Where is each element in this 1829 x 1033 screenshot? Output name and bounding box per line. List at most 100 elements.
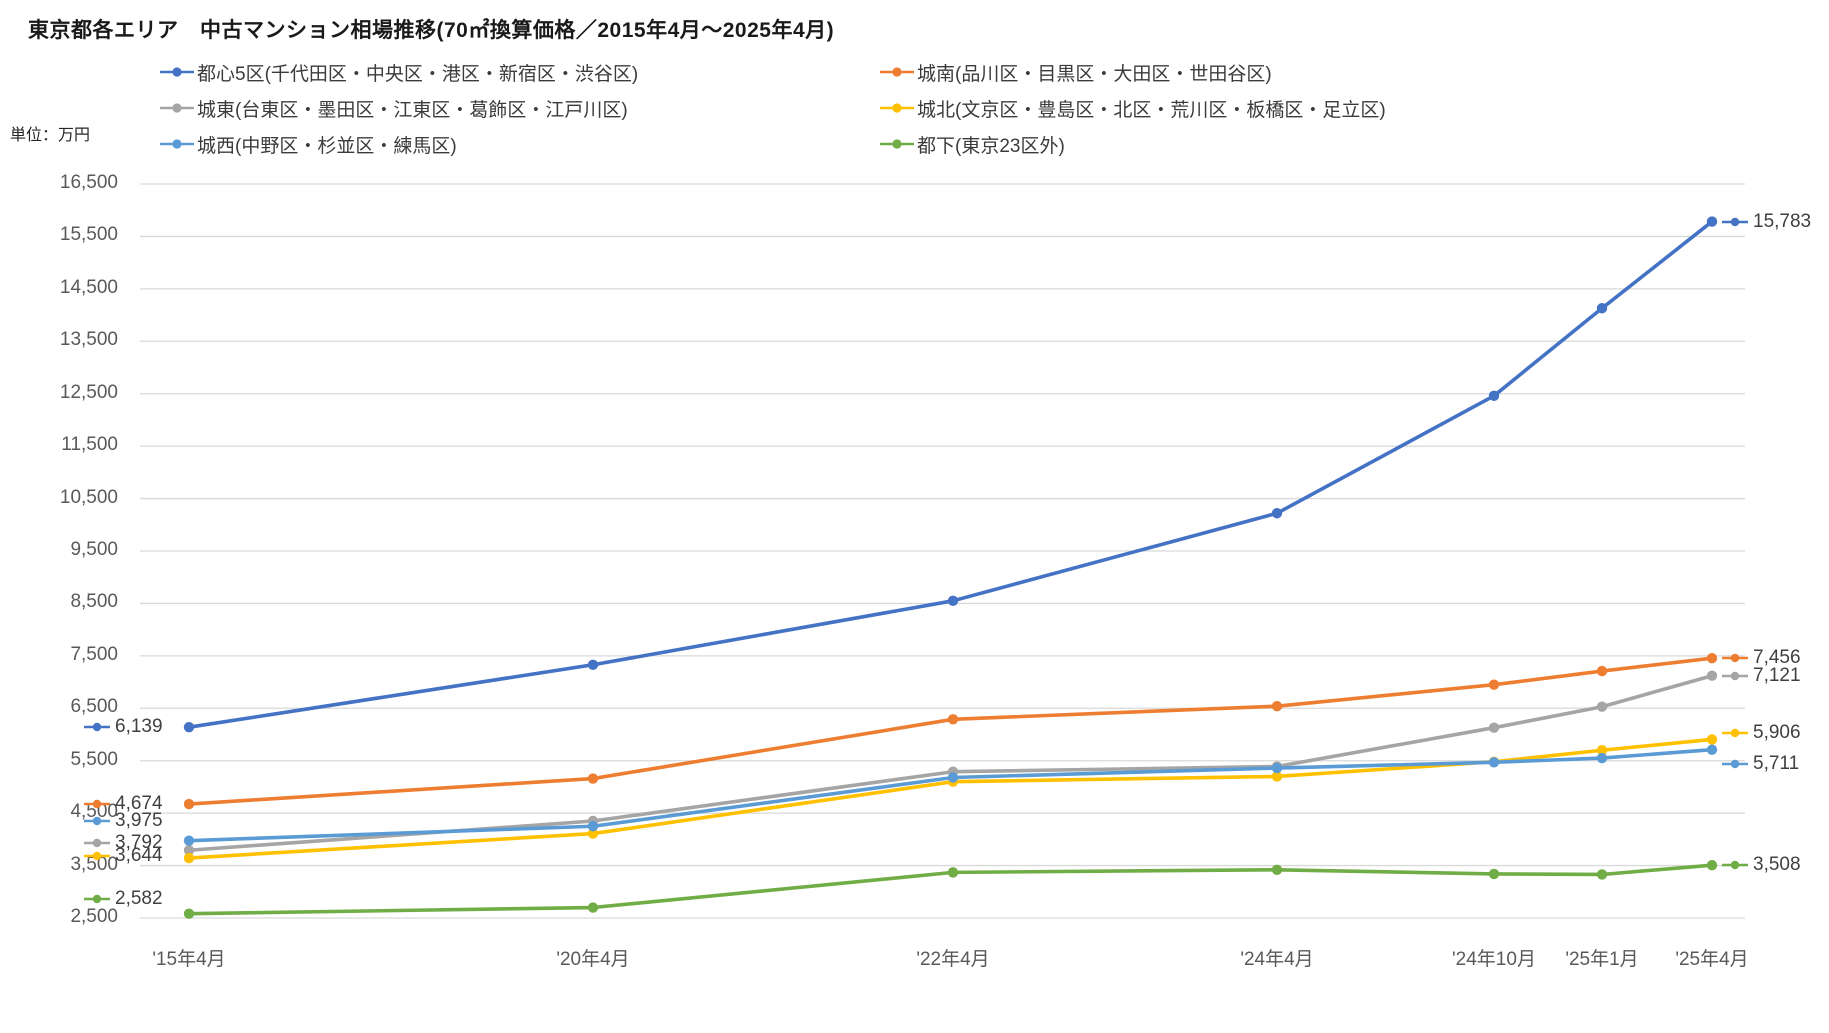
data-point-marker: [1271, 700, 1283, 712]
series-marker-icon: [84, 851, 110, 861]
data-point-marker: [183, 852, 195, 864]
x-axis-tick-label: '24年10月: [1452, 949, 1536, 970]
series-end-value-label: 5,906: [1722, 721, 1801, 745]
data-point-marker: [1488, 679, 1500, 690]
data-point-marker: [183, 722, 195, 733]
data-point-marker: [1488, 757, 1500, 768]
data-point-marker: [587, 902, 599, 913]
data-point-marker: [1488, 868, 1500, 880]
start-value-text: 6,139: [115, 716, 163, 738]
data-point-marker: [587, 659, 599, 670]
end-value-text: 7,456: [1753, 647, 1801, 669]
data-point-marker: [587, 821, 599, 832]
series-line: [187, 737, 1714, 860]
data-point-marker: [1488, 722, 1500, 733]
series-end-value-label: 5,711: [1722, 752, 1799, 776]
series-start-value-label: 3,644: [84, 844, 163, 868]
series-marker-icon: [160, 67, 194, 77]
y-axis-tick-label: 14,500: [59, 276, 118, 298]
end-value-text: 5,906: [1753, 722, 1801, 744]
data-point-marker: [947, 867, 959, 878]
data-point-marker: [1596, 745, 1608, 756]
series-end-value-label: 7,121: [1722, 664, 1801, 688]
legend-label: 城南(品川区・目黒区・大田区・世田谷区): [917, 63, 1272, 85]
y-axis-tick-label: 15,500: [59, 224, 118, 246]
y-axis-tick-label: 6,500: [70, 696, 118, 718]
legend-item: 城東(台東区・墨田区・江東区・葛飾区・江戸川区): [160, 95, 880, 122]
legend: 都心5区(千代田区・中央区・港区・新宿区・渋谷区) 城南(品川区・目黒区・大田区・…: [160, 54, 1386, 162]
y-axis-tick-label: 9,500: [70, 539, 118, 560]
series-marker-icon: [84, 839, 110, 848]
x-axis-tick-label: '22年4月: [916, 949, 990, 970]
legend-label: 城北(文京区・豊島区・北区・荒川区・板橋区・足立区): [917, 99, 1386, 121]
series-marker-icon: [1722, 860, 1748, 870]
data-point-marker: [1596, 869, 1608, 880]
x-axis-tick-label: '24年4月: [1240, 949, 1314, 970]
data-point-marker: [1271, 508, 1283, 519]
series-marker-icon: [880, 103, 914, 113]
data-point-marker: [1596, 701, 1608, 712]
data-point-marker: [183, 908, 195, 919]
data-point-marker: [183, 835, 195, 846]
legend-label: 都心5区(千代田区・中央区・港区・新宿区・渋谷区): [197, 63, 639, 85]
series-marker-icon: [84, 799, 110, 809]
end-value-text: 15,783: [1753, 210, 1812, 232]
series-marker-icon: [880, 139, 914, 149]
x-axis-tick-label: '25年4月: [1675, 949, 1749, 970]
series-end-value-label: 3,508: [1722, 853, 1801, 877]
y-axis-tick-label: 12,500: [59, 381, 118, 403]
data-point-marker: [1596, 752, 1608, 764]
series-start-value-label: 3,975: [84, 809, 163, 833]
end-value-text: 5,711: [1753, 752, 1800, 774]
series-line: [187, 747, 1714, 843]
data-point-marker: [1271, 864, 1283, 875]
series-end-value-label: 15,783: [1722, 210, 1811, 234]
series-marker-icon: [84, 723, 110, 732]
start-value-text: 3,975: [115, 809, 163, 831]
series-start-value-label: 3,792: [84, 831, 163, 855]
legend-label: 城東(台東区・墨田区・江東区・葛飾区・江戸川区): [197, 99, 628, 121]
data-point-marker: [1706, 216, 1718, 227]
start-value-text: 3,644: [115, 845, 163, 867]
data-point-marker: [183, 798, 195, 810]
data-point-marker: [947, 714, 959, 725]
series-start-value-label: 6,139: [84, 715, 163, 739]
series-marker-icon: [1722, 671, 1748, 680]
start-value-text: 4,674: [115, 793, 163, 815]
legend-item: 都下(東京23区外): [880, 131, 1386, 158]
series-start-value-label: 4,674: [84, 792, 163, 816]
data-point-marker: [1596, 665, 1608, 677]
y-axis-tick-label: 7,500: [70, 643, 118, 665]
series-start-value-label: 2,582: [84, 887, 163, 911]
legend-item: 城南(品川区・目黒区・大田区・世田谷区): [880, 59, 1386, 86]
end-value-text: 3,508: [1753, 854, 1801, 876]
series-end-value-label: 7,456: [1722, 646, 1801, 670]
data-point-marker: [1706, 744, 1718, 755]
series-marker-icon: [1722, 653, 1748, 663]
series-marker-icon: [84, 816, 110, 825]
legend-label: 都下(東京23区外): [917, 135, 1065, 157]
x-axis-tick-label: '20年4月: [556, 949, 630, 970]
legend-item: 都心5区(千代田区・中央区・港区・新宿区・渋谷区): [160, 59, 880, 86]
legend-item: 城北(文京区・豊島区・北区・荒川区・板橋区・足立区): [880, 95, 1386, 122]
y-axis-tick-label: 4,500: [70, 801, 118, 823]
start-value-text: 2,582: [115, 887, 163, 909]
data-point-marker: [1706, 859, 1718, 871]
series-marker-icon: [1722, 217, 1748, 226]
legend-label: 城西(中野区・杉並区・練馬区): [197, 135, 457, 157]
y-axis-tick-label: 5,500: [70, 748, 118, 770]
y-axis-tick-label: 3,500: [70, 853, 118, 875]
data-point-marker: [183, 845, 195, 856]
y-axis-tick-label: 11,500: [61, 434, 118, 456]
y-axis-tick-label: 16,500: [59, 172, 118, 193]
data-point-marker: [1706, 734, 1718, 745]
data-point-marker: [587, 828, 599, 839]
start-value-text: 3,792: [115, 832, 163, 854]
y-axis-tick-label: 2,500: [70, 906, 118, 927]
data-point-marker: [1706, 652, 1718, 664]
data-point-marker: [1271, 771, 1283, 782]
data-point-marker: [587, 773, 599, 784]
x-axis-tick-label: '15年4月: [152, 949, 226, 970]
